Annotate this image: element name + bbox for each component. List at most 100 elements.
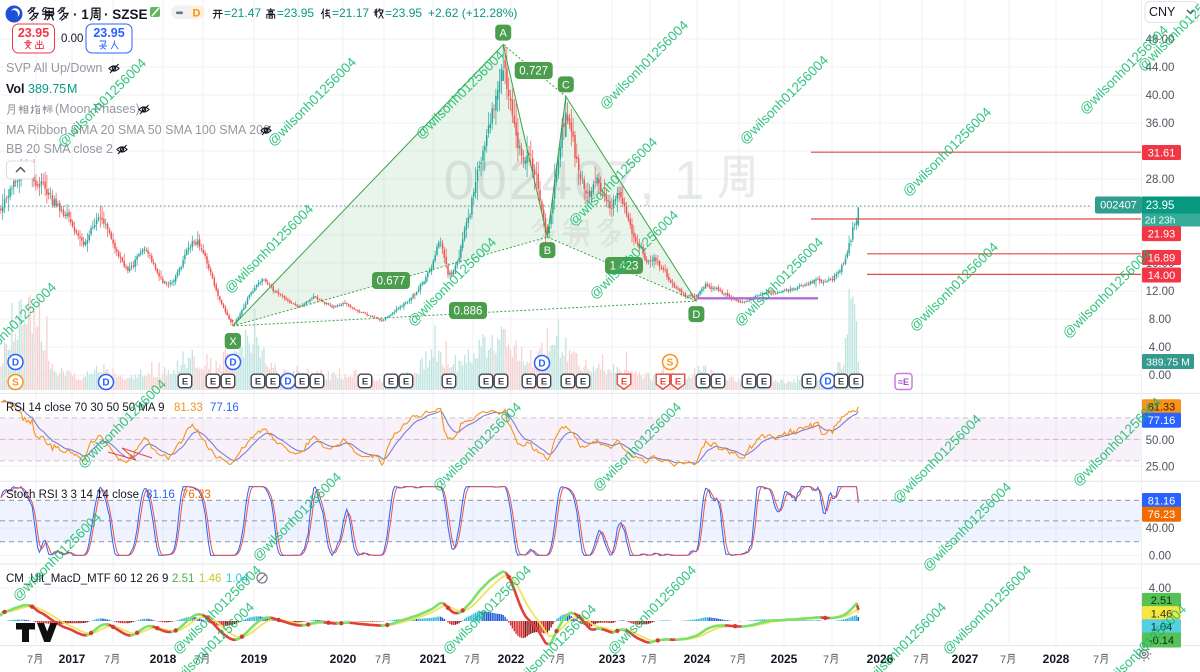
svg-text:2026: 2026 <box>867 652 894 666</box>
svg-text:2.51: 2.51 <box>172 573 194 585</box>
svg-text:B: B <box>544 245 551 257</box>
svg-text:D: D <box>193 8 201 20</box>
svg-text:2017: 2017 <box>59 652 86 666</box>
svg-text:E: E <box>270 377 276 388</box>
svg-text:D: D <box>538 359 545 370</box>
svg-text:2025: 2025 <box>771 652 798 666</box>
svg-text:389.75: 389.75 <box>28 82 66 96</box>
svg-text:7: 7 <box>464 654 470 666</box>
svg-text:E: E <box>761 377 767 388</box>
svg-text:81.33: 81.33 <box>1148 402 1176 414</box>
svg-text:28.00: 28.00 <box>1146 174 1175 186</box>
svg-text:7: 7 <box>375 654 381 666</box>
svg-text:77.16: 77.16 <box>210 402 239 414</box>
svg-text:76.23: 76.23 <box>1148 509 1176 521</box>
svg-text:1.423: 1.423 <box>610 261 639 273</box>
svg-text:002407, 1: 002407, 1 <box>444 149 707 211</box>
svg-text:0.00: 0.00 <box>1149 550 1171 562</box>
svg-text:E: E <box>700 377 706 388</box>
svg-text:7: 7 <box>730 654 736 666</box>
svg-text:7: 7 <box>823 654 829 666</box>
svg-text:14.00: 14.00 <box>1148 270 1176 282</box>
svg-text:C: C <box>562 79 570 91</box>
svg-text:2021: 2021 <box>420 652 447 666</box>
svg-text:D: D <box>824 377 831 388</box>
svg-text:48.00: 48.00 <box>1146 34 1175 46</box>
svg-text:E: E <box>388 377 394 388</box>
svg-text:E: E <box>210 377 216 388</box>
svg-text:36.00: 36.00 <box>1146 118 1175 130</box>
svg-text:=21.17: =21.17 <box>332 6 369 20</box>
svg-text:SVP All Up/Down: SVP All Up/Down <box>6 61 102 75</box>
svg-text:-0.14: -0.14 <box>1149 635 1174 647</box>
svg-text:M: M <box>67 82 77 96</box>
svg-text:E: E <box>255 377 261 388</box>
svg-text:0.886: 0.886 <box>454 306 483 318</box>
svg-text:E: E <box>446 377 452 388</box>
svg-text:· SZSE: · SZSE <box>104 7 148 22</box>
svg-text:4.00: 4.00 <box>1149 583 1171 595</box>
svg-text:S: S <box>667 358 674 369</box>
svg-text:0.00: 0.00 <box>1149 370 1171 382</box>
svg-text:4.00: 4.00 <box>1149 342 1171 354</box>
svg-text:2d 23h: 2d 23h <box>1145 216 1176 227</box>
svg-text:=23.95: =23.95 <box>385 6 422 20</box>
svg-text:2020: 2020 <box>330 652 357 666</box>
svg-text:2022: 2022 <box>498 652 525 666</box>
svg-text:E: E <box>526 377 532 388</box>
svg-text:23.95: 23.95 <box>93 26 124 40</box>
svg-text:CM_Ult_MacD_MTF 60 12 26 9: CM_Ult_MacD_MTF 60 12 26 9 <box>6 573 168 585</box>
svg-text:E: E <box>838 377 844 388</box>
svg-text:2.51: 2.51 <box>1151 595 1172 607</box>
svg-text:2024: 2024 <box>684 652 711 666</box>
svg-text:CNY: CNY <box>1149 5 1176 19</box>
svg-text:002407: 002407 <box>1100 200 1137 212</box>
svg-text:40.00: 40.00 <box>1146 90 1175 102</box>
svg-text:0.677: 0.677 <box>377 276 406 288</box>
svg-text:2028: 2028 <box>1043 652 1070 666</box>
svg-text:(Moon Phases): (Moon Phases) <box>55 102 140 116</box>
svg-text:40.00: 40.00 <box>1146 523 1175 535</box>
svg-text:23.95: 23.95 <box>18 26 49 40</box>
svg-text:81.16: 81.16 <box>146 489 175 501</box>
svg-text:81.16: 81.16 <box>1148 495 1176 507</box>
svg-text:S: S <box>12 378 19 389</box>
svg-text:BB 20 SMA close 2: BB 20 SMA close 2 <box>6 142 113 156</box>
svg-text:E: E <box>541 377 547 388</box>
svg-text:E: E <box>299 377 305 388</box>
svg-text:8.00: 8.00 <box>1149 314 1171 326</box>
svg-text:E: E <box>806 377 812 388</box>
svg-text:D: D <box>102 378 109 389</box>
svg-text:D: D <box>284 377 291 388</box>
svg-text:+2.62 (+12.28%): +2.62 (+12.28%) <box>428 6 517 20</box>
svg-text:=21.47: =21.47 <box>224 6 261 20</box>
svg-text:=23.95: =23.95 <box>277 6 314 20</box>
svg-text:D: D <box>12 358 19 369</box>
svg-text:Vol: Vol <box>6 82 25 96</box>
svg-text:16.89: 16.89 <box>1148 252 1176 264</box>
svg-text:E: E <box>675 377 681 388</box>
svg-text:D: D <box>229 358 236 369</box>
svg-text:X: X <box>229 336 237 348</box>
svg-text:E: E <box>225 377 231 388</box>
svg-text:31.61: 31.61 <box>1148 147 1176 159</box>
svg-text:D: D <box>692 309 700 321</box>
svg-text:E: E <box>314 377 320 388</box>
svg-text:0.00: 0.00 <box>61 33 83 45</box>
svg-text:7: 7 <box>913 654 919 666</box>
svg-text:25.00: 25.00 <box>1146 461 1175 473</box>
svg-text:7: 7 <box>549 654 555 666</box>
svg-text:0.727: 0.727 <box>519 66 548 78</box>
svg-text:RSI 14 close 70 30 50 50 MA 9: RSI 14 close 70 30 50 50 MA 9 <box>6 402 165 414</box>
svg-text:2019: 2019 <box>241 652 268 666</box>
svg-text:2023: 2023 <box>599 652 626 666</box>
svg-text:76.23: 76.23 <box>182 489 211 501</box>
svg-text:MA Ribbon SMA 20 SMA 50 SMA 10: MA Ribbon SMA 20 SMA 50 SMA 100 SMA 200 <box>6 123 270 137</box>
svg-text:E: E <box>715 377 721 388</box>
svg-text:Stoch RSI 3 3 14 14 close: Stoch RSI 3 3 14 14 close <box>6 489 139 501</box>
svg-text:1.04: 1.04 <box>1151 622 1172 634</box>
svg-text:· 1: · 1 <box>73 7 89 22</box>
svg-text:1.46: 1.46 <box>199 573 221 585</box>
svg-text:E: E <box>580 377 586 388</box>
svg-text:77.16: 77.16 <box>1148 415 1176 427</box>
